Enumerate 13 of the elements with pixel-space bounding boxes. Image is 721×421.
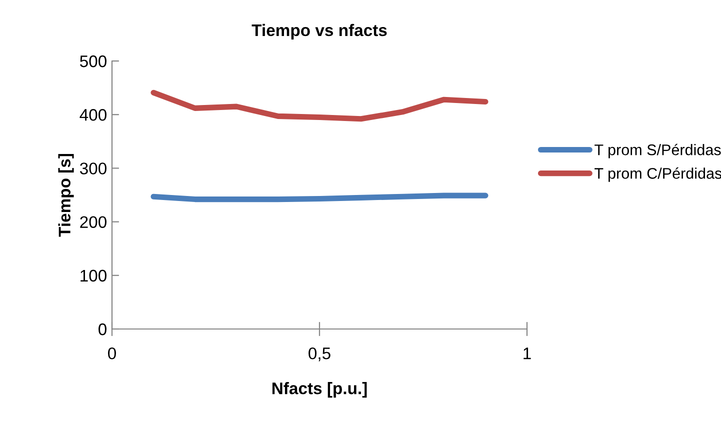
y-tick-label: 300 (80, 162, 106, 174)
x-tick-label: 1 (524, 348, 531, 360)
x-axis-title: Nfacts [p.u.] (272, 382, 367, 398)
x-tick-label: 0 (108, 347, 116, 360)
y-tick-label: 400 (80, 109, 106, 121)
y-tick-label: 0 (98, 323, 106, 336)
y-tick-label: 100 (80, 270, 106, 282)
y-axis-title: Tiempo [s] (58, 154, 74, 237)
y-tick-label: 500 (80, 55, 106, 68)
chart-title: Tiempo vs nfacts (252, 24, 387, 40)
legend-label: T prom S/Pérdidas (594, 144, 721, 158)
x-tick-label: 0,5 (308, 347, 330, 362)
y-tick-label: 200 (80, 216, 106, 228)
